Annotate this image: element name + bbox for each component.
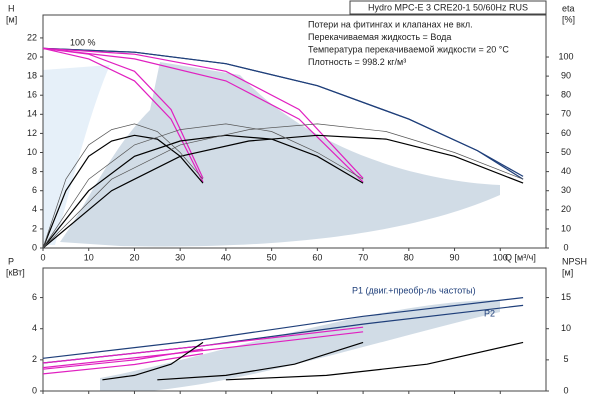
y2-tick-label: 50 [561, 147, 571, 157]
x-tick-label: 40 [221, 252, 231, 262]
curve [42, 47, 364, 179]
y-tick-label: 2 [32, 223, 37, 233]
y2-tick-label: 10 [561, 323, 571, 333]
y2-tick-label: 10 [561, 223, 571, 233]
y2-axis-label: NPSH [562, 256, 587, 266]
y-axis-unit: [кВт] [6, 267, 25, 277]
y2-tick-label: 40 [561, 166, 571, 176]
p1-label: P1 (двиг.+преобр-ль частоты) [352, 285, 476, 295]
x-tick-label: 80 [404, 252, 414, 262]
curve [42, 47, 524, 177]
x-tick-label: 50 [267, 252, 277, 262]
y-tick-label: 14 [27, 109, 37, 119]
x-tick-label: 20 [129, 252, 139, 262]
y2-tick-label: 15 [561, 292, 571, 302]
curve [42, 134, 364, 249]
curve [42, 297, 524, 359]
y-tick-label: 6 [32, 185, 37, 195]
plot-frame [42, 267, 547, 392]
note: Плотность = 998.2 кг/м³ [308, 57, 406, 67]
y2-tick-label: 90 [561, 70, 571, 80]
y-tick-label: 10 [27, 147, 37, 157]
curve [42, 123, 524, 249]
y2-tick-label: 80 [561, 90, 571, 100]
y2-tick-label: 0 [563, 385, 568, 395]
light-area [43, 65, 110, 245]
x-tick-label: 90 [450, 252, 460, 262]
curve [42, 123, 364, 249]
x-tick-label: 30 [175, 252, 185, 262]
curve [157, 341, 364, 381]
y-tick-label: 18 [27, 70, 37, 80]
p2-label: P2 [484, 308, 495, 318]
y2-tick-label: 100 [558, 51, 573, 61]
x-tick-label: 100 [493, 252, 508, 262]
y-tick-label: 4 [32, 323, 37, 333]
curve [42, 348, 204, 370]
y2-axis-label: eta [562, 3, 575, 13]
note: Потери на фитингах и клапанах не вкл. [308, 19, 473, 29]
y2-tick-label: 60 [561, 128, 571, 138]
y-tick-label: 22 [27, 32, 37, 42]
y-axis-label: H [8, 3, 15, 13]
note: Температура перекачиваемой жидкости = 20… [308, 44, 509, 54]
curve [42, 123, 204, 249]
curve [42, 331, 364, 369]
y-tick-label: 2 [32, 354, 37, 364]
plot-frame [42, 14, 547, 249]
x-axis-label: Q [м³/ч] [505, 252, 536, 262]
y-tick-label: 0 [32, 385, 37, 395]
x-tick-label: 70 [358, 252, 368, 262]
y2-tick-label: 0 [563, 242, 568, 252]
y2-tick-label: 5 [563, 354, 568, 364]
y-axis-unit: [м] [6, 14, 17, 24]
curve [42, 134, 204, 249]
x-tick-label: 10 [84, 252, 94, 262]
annotation: 100 % [70, 37, 96, 47]
y-tick-label: 4 [32, 204, 37, 214]
y2-tick-label: 20 [561, 204, 571, 214]
x-tick-label: 60 [312, 252, 322, 262]
curve [225, 341, 524, 381]
y-tick-label: 8 [32, 166, 37, 176]
y-tick-label: 0 [32, 242, 37, 252]
y-axis-label: P [8, 256, 14, 266]
y2-tick-label: 30 [561, 185, 571, 195]
y2-tick-label: 70 [561, 109, 571, 119]
curve [102, 341, 204, 381]
y-tick-label: 16 [27, 90, 37, 100]
curve [42, 326, 364, 364]
y-tick-label: 20 [27, 51, 37, 61]
y2-axis-unit: [м] [562, 267, 573, 277]
curve [42, 47, 204, 183]
y-tick-label: 6 [32, 292, 37, 302]
note: Перекачиваемая жидкость = Вода [308, 32, 451, 42]
header-box [349, 0, 547, 15]
y2-axis-unit: [%] [562, 14, 575, 24]
header: Hydro MPC-E 3 CRE20-1 50/60Hz RUS [368, 2, 528, 12]
y-tick-label: 12 [27, 128, 37, 138]
curve [42, 134, 524, 249]
operating-area-power [100, 300, 500, 391]
curve [42, 47, 364, 183]
x-tick-label: 0 [40, 252, 45, 262]
